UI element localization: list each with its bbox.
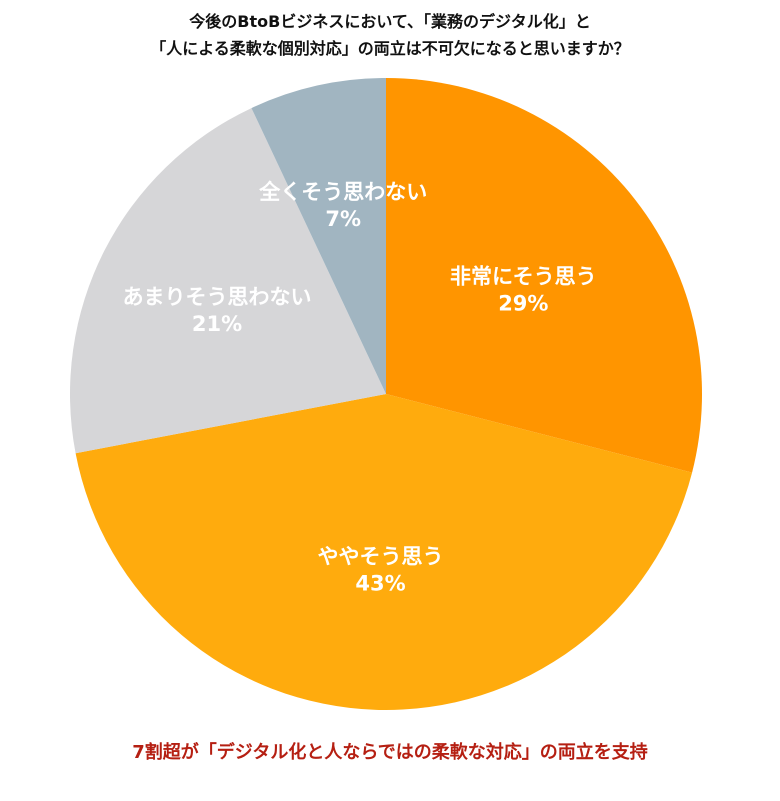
slice-category-label: 全くそう思わない: [258, 180, 427, 204]
slice-value-label: 29%: [498, 291, 548, 315]
slice-category-label: ややそう思う: [318, 545, 444, 569]
slice-value-label: 7%: [325, 207, 361, 231]
chart-caption: 7割超が「デジタル化と人ならではの柔軟な対応」の両立を支持: [132, 742, 648, 763]
slice-category-label: あまりそう思わない: [123, 285, 312, 309]
chart-title-line-1: 今後のBtoBビジネスにおいて、「業務のデジタル化」と: [189, 12, 591, 31]
pie-slice: [251, 78, 386, 394]
pie-slice: [386, 78, 702, 473]
slice-value-label: 21%: [192, 312, 242, 336]
chart-title: 今後のBtoBビジネスにおいて、「業務のデジタル化」と 「人による柔軟な個別対応…: [0, 8, 780, 62]
pie-slice: [75, 394, 693, 710]
slice-category-label: 非常にそう思う: [450, 264, 597, 288]
pie-slice: [69, 108, 386, 454]
slice-value-label: 43%: [355, 572, 405, 596]
chart-title-line-2: 「人による柔軟な個別対応」の両立は不可欠になると思いますか？: [150, 39, 630, 58]
